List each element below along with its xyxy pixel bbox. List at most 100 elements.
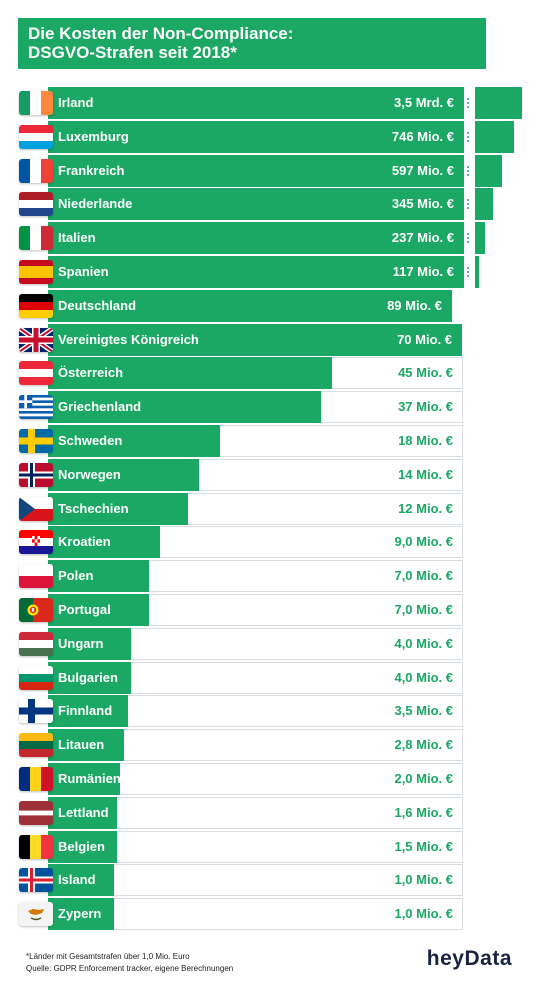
flag-ireland-icon: [19, 91, 53, 115]
flag-lithuania-icon: [19, 733, 53, 757]
flag-austria-icon: [19, 361, 53, 385]
flag-greece-icon: [19, 395, 53, 419]
value-label: 117 Mio. €: [392, 264, 454, 279]
country-label: Portugal: [58, 602, 111, 617]
bar-track: [48, 864, 463, 896]
flag-latvia-icon: [19, 801, 53, 825]
bar-extension: [475, 121, 514, 153]
flag-spain-icon: [19, 260, 53, 284]
flag-united-kingdom-icon: [19, 328, 53, 352]
value-label: 70 Mio. €: [397, 332, 452, 347]
bar: [48, 87, 464, 119]
bar-row: Griechenland 37 Mio. €: [0, 391, 540, 423]
bar-row: Norwegen 14 Mio. €: [0, 459, 540, 491]
country-label: Luxemburg: [58, 129, 129, 144]
country-label: Vereinigtes Königreich: [58, 332, 199, 347]
bar-track: [48, 898, 463, 930]
bar-row: Ungarn 4,0 Mio. €: [0, 628, 540, 660]
bar: [48, 594, 149, 626]
value-label: 345 Mio. €: [391, 196, 454, 211]
bar-track: [48, 797, 463, 829]
bar-extension: [475, 87, 522, 119]
bar: [48, 357, 332, 389]
country-label: Bulgarien: [58, 670, 118, 685]
bar-row: Lettland 1,6 Mio. €: [0, 797, 540, 829]
bar: [48, 425, 220, 457]
flag-poland-icon: [19, 564, 53, 588]
bar: [48, 155, 464, 187]
bar-row: Rumänien 2,0 Mio. €: [0, 763, 540, 795]
bar: [48, 459, 199, 491]
bar-row: Litauen 2,8 Mio. €: [0, 729, 540, 761]
axis-break-marker: [466, 222, 470, 254]
value-label: 3,5 Mio. €: [394, 703, 453, 718]
flag-hungary-icon: [19, 632, 53, 656]
country-label: Irland: [58, 95, 94, 110]
bar: [48, 628, 131, 660]
flag-italy-icon: [19, 226, 53, 250]
country-label: Spanien: [58, 264, 109, 279]
flag-bulgaria-icon: [19, 666, 53, 690]
axis-break-marker: [466, 155, 470, 187]
bar-row: Kroatien 9,0 Mio. €: [0, 526, 540, 558]
flag-sweden-icon: [19, 429, 53, 453]
value-label: 1,6 Mio. €: [394, 805, 453, 820]
bar: [48, 864, 114, 896]
bar: [48, 763, 120, 795]
country-label: Tschechien: [58, 501, 129, 516]
country-label: Belgien: [58, 839, 105, 854]
value-label: 4,0 Mio. €: [394, 636, 453, 651]
country-label: Polen: [58, 568, 94, 583]
footnote: *Länder mit Gesamtstrafen über 1,0 Mio. …: [26, 951, 233, 975]
value-label: 12 Mio. €: [398, 501, 453, 516]
bar-row: Portugal 7,0 Mio. €: [0, 594, 540, 626]
bar-row: Schweden 18 Mio. €: [0, 425, 540, 457]
value-label: 18 Mio. €: [398, 433, 453, 448]
bar-track: [48, 831, 463, 863]
country-label: Ungarn: [58, 636, 104, 651]
flag-portugal-icon: [19, 598, 53, 622]
value-label: 237 Mio. €: [391, 230, 454, 245]
bar-extension: [475, 155, 502, 187]
flag-luxembourg-icon: [19, 125, 53, 149]
country-label: Deutschland: [58, 298, 137, 313]
flag-finland-icon: [19, 699, 53, 723]
country-label: Island: [58, 872, 96, 887]
bar-extension: [475, 222, 485, 254]
axis-break-marker: [466, 188, 470, 220]
value-label: 746 Mio. €: [391, 129, 454, 144]
value-label: 1,0 Mio. €: [394, 906, 453, 921]
bar-row: Vereinigtes Königreich 70 Mio. €: [0, 324, 540, 356]
value-label: 89 Mio. €: [387, 298, 442, 313]
country-label: Schweden: [58, 433, 123, 448]
bar-row: Tschechien 12 Mio. €: [0, 493, 540, 525]
bar: [48, 324, 462, 356]
country-label: Rumänien: [58, 771, 121, 786]
bar-row: Irland 3,5 Mrd. €: [0, 87, 540, 119]
value-label: 45 Mio. €: [398, 365, 453, 380]
country-label: Griechenland: [58, 399, 142, 414]
bar: [48, 797, 117, 829]
country-label: Italien: [58, 230, 96, 245]
country-label: Norwegen: [58, 467, 121, 482]
country-label: Finnland: [58, 703, 113, 718]
country-label: Niederlande: [58, 196, 133, 211]
flag-belgium-icon: [19, 835, 53, 859]
value-label: 1,5 Mio. €: [394, 839, 453, 854]
flag-cyprus-icon: [19, 902, 53, 926]
bar-extension: [475, 256, 479, 288]
bar: [48, 493, 188, 525]
flag-netherlands-icon: [19, 192, 53, 216]
axis-break-marker: [466, 256, 470, 288]
flag-france-icon: [19, 159, 53, 183]
bar-row: Österreich 45 Mio. €: [0, 357, 540, 389]
bar: [48, 121, 464, 153]
heydata-logo: heyData: [426, 947, 512, 970]
bar-row: Frankreich 597 Mio. €: [0, 155, 540, 187]
axis-break-marker: [466, 121, 470, 153]
axis-break-marker: [466, 87, 470, 119]
country-label: Zypern: [58, 906, 102, 921]
footnote-line-1: *Länder mit Gesamtstrafen über 1,0 Mio. …: [26, 952, 190, 961]
bar-row: Zypern 1,0 Mio. €: [0, 898, 540, 930]
